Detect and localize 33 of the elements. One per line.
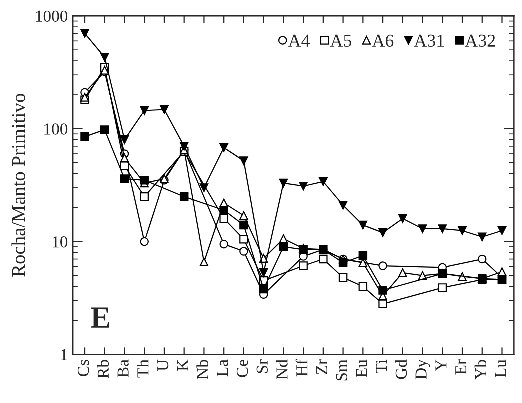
x-tick-label: Th <box>137 360 149 378</box>
legend-label: A4 <box>288 34 310 47</box>
x-tick-label: Ba <box>118 360 129 378</box>
legend-label: A31 <box>414 34 444 47</box>
legend-label: A5 <box>330 34 352 47</box>
x-tick-label: Y <box>436 360 447 372</box>
x-tick-label: La <box>217 360 228 377</box>
x-tick-label: Ce <box>236 360 248 378</box>
y-tick-label: 100 <box>44 124 68 135</box>
x-tick-label: Dy <box>416 360 430 380</box>
legend-label: A6 <box>372 34 394 47</box>
x-tick-label: Gd <box>395 360 408 380</box>
y-tick-label: 1000 <box>36 10 68 22</box>
x-tick-label: Yb <box>474 360 487 380</box>
legend-label: A32 <box>465 34 496 47</box>
x-tick-label: Cs <box>78 360 90 376</box>
x-tick-label: Hf <box>296 360 308 377</box>
x-tick-label: Zr <box>316 360 328 374</box>
x-tick-label: Eu <box>356 360 368 378</box>
x-tick-label: Ti <box>376 360 388 374</box>
x-tick-label: Sr <box>256 360 268 374</box>
y-tick-label: 10 <box>53 236 68 248</box>
x-tick-label: Rb <box>97 360 110 378</box>
y-axis-title: Rocha/Manto Primitivo <box>12 94 26 277</box>
x-tick-label: Er <box>456 360 467 375</box>
x-tick-label: Nb <box>196 360 208 380</box>
annotation: E <box>91 308 110 328</box>
x-tick-label: K <box>177 360 188 372</box>
x-tick-label: U <box>158 360 169 372</box>
y-tick-label: 1 <box>61 349 68 360</box>
x-tick-label: Nd <box>276 360 288 380</box>
x-tick-label: Sm <box>336 360 348 381</box>
x-tick-label: Lu <box>495 360 506 378</box>
